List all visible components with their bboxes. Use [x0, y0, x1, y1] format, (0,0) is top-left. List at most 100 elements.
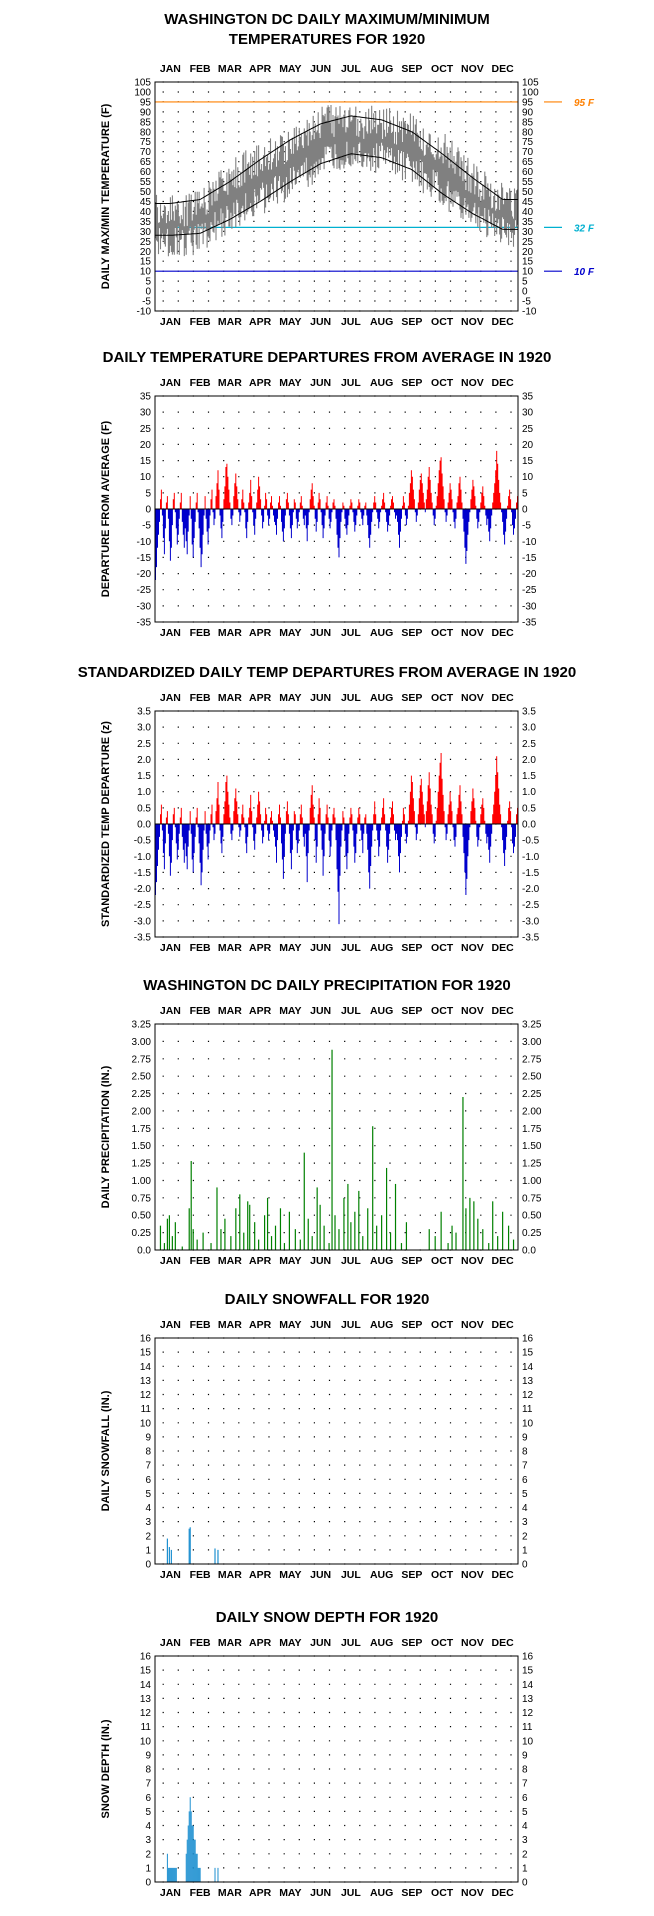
y-tick-right: 8 [522, 1765, 528, 1776]
grid-dots [162, 81, 512, 312]
month-label-top: JUL [341, 377, 361, 389]
month-label-bottom: DEC [492, 316, 515, 328]
month-label-bottom: JAN [160, 1887, 181, 1899]
y-tick-right: 0.25 [522, 1228, 542, 1239]
y-tick-left: 25 [140, 424, 152, 435]
grid-dots [162, 1655, 512, 1883]
y-tick-left: 1.5 [137, 771, 151, 782]
y-tick-right: 3 [522, 1517, 528, 1528]
y-tick-right: 12 [522, 1390, 534, 1401]
y-tick-right: 5 [522, 1489, 528, 1500]
month-label-top: FEB [190, 1005, 211, 1017]
y-axis-label: STANDARDIZED TEMP DEPARTURE (z) [100, 721, 112, 927]
y-tick-left: 85 [140, 117, 152, 128]
y-tick-right: 4 [522, 1503, 528, 1514]
month-label-top: OCT [431, 1005, 454, 1017]
month-label-bottom: JUN [310, 1255, 331, 1267]
y-tick-left: 3 [145, 1517, 151, 1528]
y-tick-right: 95 [522, 97, 534, 108]
y-tick-left: 10 [140, 1418, 152, 1429]
month-label-top: JUN [310, 1637, 331, 1649]
month-label-bottom: OCT [431, 1887, 454, 1899]
y-tick-right: 11 [522, 1404, 533, 1415]
y-tick-right: 13 [522, 1694, 534, 1705]
data-marks [159, 1049, 515, 1250]
month-label-top: JUN [310, 692, 331, 704]
month-label-bottom: FEB [190, 1887, 211, 1899]
month-label-top: DEC [492, 1005, 515, 1017]
month-label-bottom: MAY [279, 627, 301, 639]
month-label-top: APR [249, 1637, 272, 1649]
month-label-bottom: MAY [279, 1887, 301, 1899]
y-tick-right: 2.0 [522, 755, 536, 766]
month-labels: JAN JAN FEB FEB MAR MAR APR APR MAY MAY JUN JUN JUL J… [160, 377, 514, 639]
month-label-top: AUG [370, 692, 393, 704]
month-label-bottom: JUN [310, 316, 331, 328]
month-label-top: MAY [279, 1005, 301, 1017]
month-label-top: JAN [160, 692, 181, 704]
month-label-bottom: APR [249, 1569, 272, 1581]
month-label-top: JUN [310, 63, 331, 75]
y-tick-left: 0 [145, 1560, 151, 1571]
month-label-top: AUG [370, 1637, 393, 1649]
y-tick-left: 35 [140, 217, 152, 228]
month-label-top: DEC [492, 63, 515, 75]
month-label-top: SEP [401, 63, 422, 75]
depth-bar [189, 1797, 191, 1882]
month-label-top: JUL [341, 1319, 361, 1331]
y-tick-right: 2.25 [522, 1089, 542, 1100]
y-tick-left: 3 [145, 1835, 151, 1846]
y-tick-right: -15 [522, 553, 537, 564]
month-label-top: FEB [190, 1319, 211, 1331]
y-tick-left: 0 [145, 505, 151, 516]
y-tick-left: 2.0 [137, 755, 151, 766]
y-axis-label: SNOW DEPTH (IN.) [100, 1719, 112, 1818]
month-label-top: OCT [431, 692, 454, 704]
y-tick-labels: 3.25 3.25 3.00 3.00 2.75 2.75 2.50 2.50 2.25 2.25… [132, 1020, 542, 1257]
month-label-bottom: JAN [160, 1255, 181, 1267]
y-tick-right: 50 [522, 187, 534, 198]
month-labels: JAN JAN FEB FEB MAR MAR APR APR MAY MAY JUN JUN JUL J… [160, 1005, 514, 1267]
month-label-top: JUN [310, 1319, 331, 1331]
month-label-top: OCT [431, 377, 454, 389]
month-label-bottom: DEC [492, 627, 515, 639]
negative-departure-bars [155, 509, 516, 580]
month-labels: JAN JAN FEB FEB MAR MAR APR APR MAY MAY JUN JUN JUL J… [160, 63, 514, 328]
y-tick-right: 1 [522, 1863, 528, 1874]
y-tick-right: 0 [522, 1878, 528, 1889]
month-label-top: FEB [190, 692, 211, 704]
chart-title: WASHINGTON DC DAILY PRECIPITATION FOR 19… [143, 977, 511, 994]
month-label-top: SEP [401, 377, 422, 389]
month-label-top: DEC [492, 1637, 515, 1649]
chart-title: WASHINGTON DC DAILY MAXIMUM/MINIMUM [164, 11, 490, 28]
negative-departure-bars [155, 824, 516, 925]
y-tick-labels: 3.5 3.5 3.0 3.0 2.5 2.5 2.0 2.0 1.5 1.5 1.0 1.0 0.5 0… [134, 707, 540, 944]
reference-label-10: 10 F [574, 267, 595, 278]
month-label-bottom: MAR [218, 1255, 242, 1267]
month-label-bottom: OCT [431, 1255, 454, 1267]
y-tick-right: -2.5 [522, 900, 540, 911]
y-tick-left: 12 [140, 1390, 152, 1401]
month-label-bottom: SEP [401, 1887, 422, 1899]
y-tick-right: 1.0 [522, 787, 536, 798]
month-label-bottom: SEP [401, 1569, 422, 1581]
y-tick-left: 2.00 [132, 1106, 152, 1117]
y-tick-right: 16 [522, 1334, 534, 1345]
y-tick-right: 16 [522, 1652, 534, 1663]
month-label-bottom: JUL [341, 1569, 361, 1581]
y-tick-right: 40 [522, 207, 534, 218]
month-label-top: OCT [431, 1319, 454, 1331]
y-tick-right: 15 [522, 257, 534, 268]
plot-frame [154, 395, 519, 623]
month-label-top: SEP [401, 1319, 422, 1331]
y-axis-label: DEPARTURE FROM AVERAGE (F) [100, 420, 112, 597]
month-label-bottom: JUL [341, 627, 361, 639]
chart-subtitle: TEMPERATURES FOR 1920 [229, 31, 425, 48]
depth-bar [195, 1853, 197, 1882]
y-tick-right: 14 [522, 1680, 534, 1691]
y-tick-left: 105 [134, 78, 151, 89]
chart-title: DAILY SNOWFALL FOR 1920 [225, 1291, 430, 1308]
y-tick-right: -10 [522, 537, 537, 548]
depth-bar [187, 1825, 189, 1882]
y-tick-left: 9 [145, 1432, 151, 1443]
